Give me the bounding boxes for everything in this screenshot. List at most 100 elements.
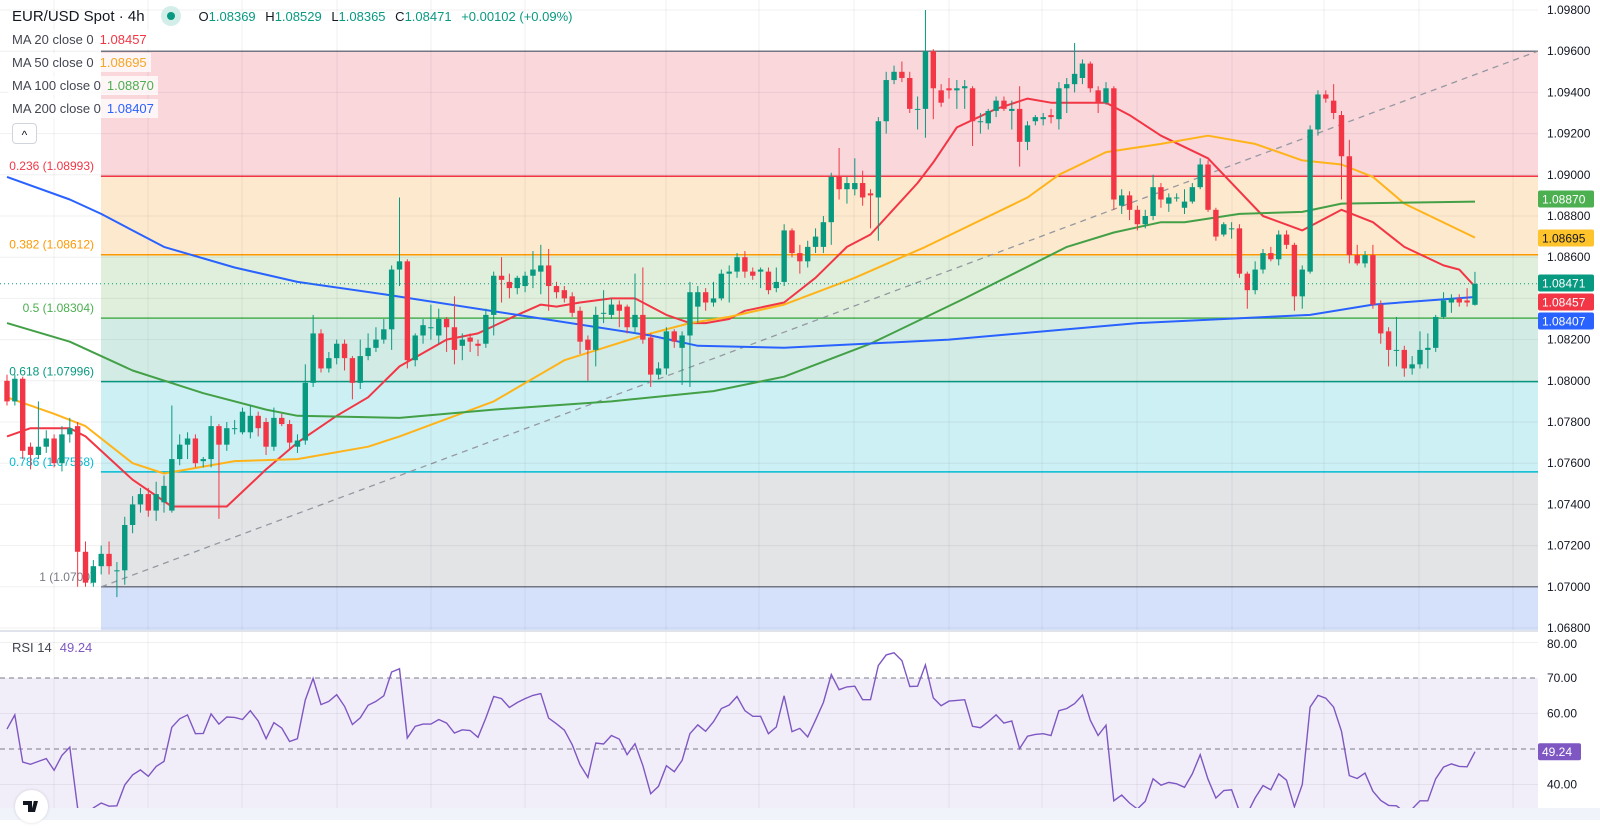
candle-down[interactable] — [671, 329, 677, 348]
candle-up[interactable] — [388, 265, 395, 350]
candle-up[interactable] — [1197, 158, 1203, 190]
candle-up[interactable] — [90, 560, 97, 587]
candle-up[interactable] — [1009, 100, 1015, 130]
candle-up[interactable] — [1276, 230, 1282, 266]
candle-up[interactable] — [773, 267, 779, 293]
candle-up[interactable] — [1409, 356, 1415, 375]
candle-up[interactable] — [875, 117, 882, 241]
candle-up[interactable] — [757, 267, 764, 289]
ma-line-ma100[interactable] — [6, 200, 1476, 419]
candle-up[interactable] — [1064, 77, 1070, 113]
candle-up[interactable] — [600, 290, 607, 324]
candle-up[interactable] — [1166, 193, 1172, 212]
candle-down[interactable] — [443, 316, 450, 352]
candle-up[interactable] — [1440, 292, 1447, 319]
candle-up[interactable] — [718, 269, 725, 301]
rsi-pane[interactable]: 80.00 70.00 60.00 40.00 49.24 — [0, 637, 1581, 818]
candle-down[interactable] — [1134, 205, 1141, 231]
candle-up[interactable] — [962, 80, 968, 109]
candle-up[interactable] — [891, 65, 897, 85]
candle-up[interactable] — [491, 271, 497, 336]
candle-up[interactable] — [985, 108, 991, 130]
candle-up[interactable] — [1142, 209, 1148, 229]
candle-down[interactable] — [1456, 294, 1462, 307]
candle-up[interactable] — [993, 96, 999, 118]
candle-down[interactable] — [1087, 61, 1093, 93]
candle-down[interactable] — [702, 288, 709, 311]
candle-up[interactable] — [593, 306, 599, 367]
legend-ma100[interactable]: MA 100 close 0 1.08870 — [8, 76, 158, 95]
candle-down[interactable] — [498, 257, 505, 303]
candle-up[interactable] — [1315, 90, 1321, 136]
candle-down[interactable] — [4, 374, 10, 406]
candle-down[interactable] — [938, 84, 944, 107]
candle-down[interactable] — [553, 281, 560, 299]
candle-up[interactable] — [734, 253, 740, 278]
candle-up[interactable] — [844, 176, 850, 204]
candle-up[interactable] — [1472, 271, 1478, 306]
candle-up[interactable] — [43, 430, 49, 453]
candle-up[interactable] — [153, 481, 159, 521]
candle-down[interactable] — [475, 339, 481, 357]
candle-down[interactable] — [569, 292, 575, 317]
candle-down[interactable] — [1111, 86, 1117, 210]
candle-up[interactable] — [805, 240, 811, 268]
candle-up[interactable] — [436, 308, 442, 344]
candle-down[interactable] — [1126, 191, 1133, 221]
candle-up[interactable] — [1056, 82, 1062, 130]
candle-up[interactable] — [98, 545, 104, 575]
candle-down[interactable] — [797, 244, 803, 274]
candle-up[interactable] — [334, 339, 340, 365]
candle-down[interactable] — [82, 541, 89, 587]
candle-down[interactable] — [946, 77, 952, 99]
candle-up[interactable] — [1417, 331, 1423, 369]
candle-up[interactable] — [914, 96, 921, 130]
candle-up[interactable] — [538, 244, 544, 295]
candle-up[interactable] — [522, 271, 528, 293]
candle-up[interactable] — [812, 228, 819, 254]
candle-up[interactable] — [1393, 316, 1400, 367]
candle-up[interactable] — [781, 224, 787, 287]
candle-down[interactable] — [216, 424, 222, 519]
candle-down[interactable] — [836, 148, 842, 200]
candle-down[interactable] — [1338, 110, 1345, 200]
tradingview-logo-icon[interactable] — [15, 790, 48, 823]
legend-ma200[interactable]: MA 200 close 0 1.08407 — [8, 99, 158, 118]
candle-up[interactable] — [726, 265, 732, 303]
candle-up[interactable] — [177, 434, 183, 466]
candle-down[interactable] — [451, 296, 458, 365]
candle-down[interactable] — [263, 417, 269, 455]
candle-down[interactable] — [1283, 230, 1290, 249]
time-axis[interactable] — [0, 808, 1600, 820]
candle-up[interactable] — [224, 422, 230, 451]
candle-down[interactable] — [648, 333, 654, 387]
candle-down[interactable] — [561, 286, 568, 303]
candle-up[interactable] — [231, 419, 238, 435]
candle-up[interactable] — [381, 319, 387, 344]
candle-down[interactable] — [1464, 288, 1470, 307]
candle-down[interactable] — [74, 422, 81, 587]
candle-up[interactable] — [420, 319, 426, 344]
candle-down[interactable] — [1236, 224, 1243, 278]
candle-down[interactable] — [859, 170, 866, 206]
candle-up[interactable] — [530, 251, 536, 289]
candle-up[interactable] — [294, 434, 301, 453]
candle-up[interactable] — [271, 407, 277, 451]
candle-up[interactable] — [129, 496, 136, 534]
candle-up[interactable] — [977, 113, 984, 134]
candle-down[interactable] — [318, 329, 324, 373]
candle-up[interactable] — [35, 401, 42, 460]
price-axis[interactable] — [1538, 0, 1600, 808]
candle-up[interactable] — [1425, 333, 1431, 369]
candle-down[interactable] — [1095, 86, 1101, 113]
candle-up[interactable] — [922, 10, 929, 138]
candle-down[interactable] — [1354, 244, 1360, 266]
candle-down[interactable] — [467, 333, 473, 352]
candle-down[interactable] — [1001, 96, 1007, 111]
candle-up[interactable] — [1071, 42, 1078, 93]
candle-up[interactable] — [357, 339, 363, 390]
ma-line-ma200[interactable] — [6, 175, 1476, 349]
candle-up[interactable] — [695, 286, 701, 324]
legend-ma20[interactable]: MA 20 close 0 1.08457 — [8, 30, 151, 49]
